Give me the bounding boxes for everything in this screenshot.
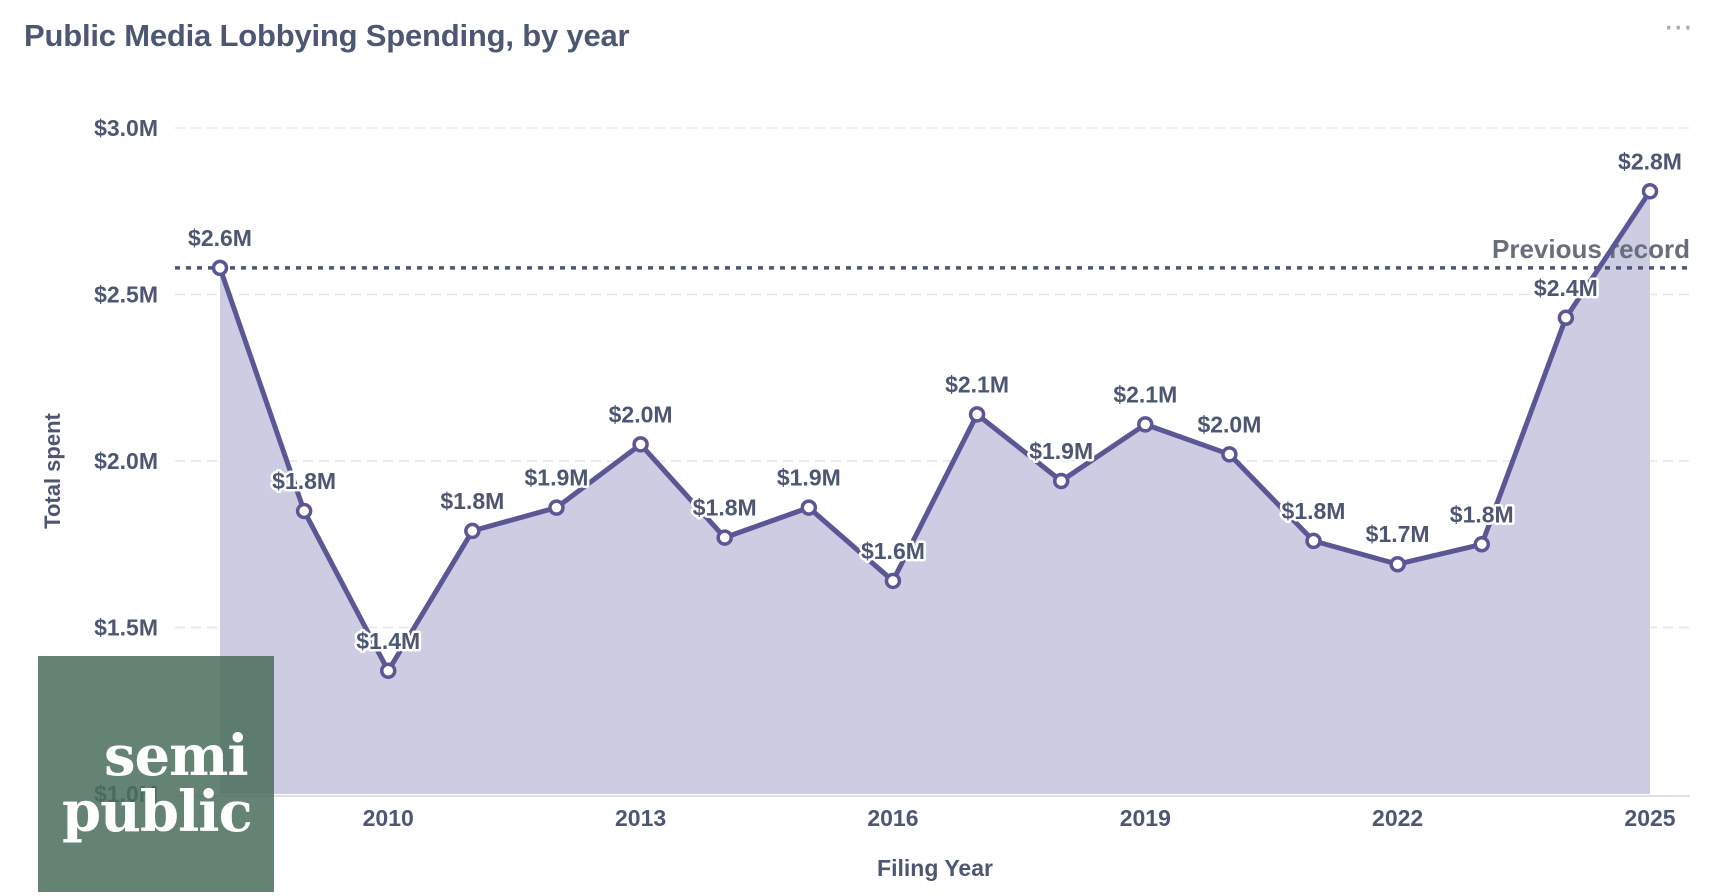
more-horizontal-icon[interactable]: ··· xyxy=(1664,11,1693,46)
data-point[interactable] xyxy=(379,662,397,680)
data-points: $2.6M $1.8M $1.4M $1.8M $1.9M $2.0M $1.8M $1.9M… xyxy=(186,146,1684,680)
data-point[interactable] xyxy=(968,406,986,423)
data-label: $2.0M xyxy=(1197,411,1261,437)
data-label: $1.6M xyxy=(861,538,925,564)
logo-text-line2: public xyxy=(62,779,253,845)
data-label: $1.8M xyxy=(272,468,336,494)
y-tick-label: $2.0M xyxy=(94,448,158,474)
y-tick-label: $2.5M xyxy=(94,282,158,308)
data-point[interactable] xyxy=(632,436,649,453)
data-point[interactable] xyxy=(1641,183,1659,200)
data-label: $1.8M xyxy=(693,495,757,521)
area-fill xyxy=(220,191,1650,795)
x-axis-ticks: 2010 2013 2016 2019 2022 2025 xyxy=(363,805,1676,831)
y-axis-title: Total spent xyxy=(40,412,65,528)
x-tick-label: 2010 xyxy=(363,805,414,831)
series-line-group xyxy=(217,188,1653,674)
data-point[interactable] xyxy=(1221,446,1238,463)
x-tick-label: 2019 xyxy=(1120,805,1171,831)
data-point[interactable] xyxy=(1305,532,1322,550)
data-point[interactable] xyxy=(211,259,229,277)
data-point[interactable] xyxy=(548,499,565,516)
reference-line-group: Previous record xyxy=(175,234,1690,270)
data-point[interactable] xyxy=(1137,416,1154,433)
x-tick-label: 2013 xyxy=(615,805,666,831)
y-tick-label: $3.0M xyxy=(94,115,158,141)
data-point[interactable] xyxy=(464,522,481,540)
series-area xyxy=(220,191,1650,795)
data-label: $2.1M xyxy=(945,371,1009,397)
data-label: $1.9M xyxy=(525,465,589,491)
data-point[interactable] xyxy=(1052,472,1070,490)
x-tick-label: 2025 xyxy=(1624,805,1675,831)
reference-line-label: Previous record xyxy=(1492,234,1690,264)
data-point[interactable] xyxy=(1557,309,1575,327)
data-label: $1.8M xyxy=(440,488,504,514)
data-label: $1.9M xyxy=(1029,438,1093,464)
data-point[interactable] xyxy=(884,572,902,590)
data-point[interactable] xyxy=(800,499,818,516)
data-label: $1.8M xyxy=(1450,501,1514,527)
data-label: $1.9M xyxy=(777,465,841,491)
logo-text-line1: semi xyxy=(104,723,249,789)
y-tick-label: $1.5M xyxy=(94,615,158,641)
data-label: $2.1M xyxy=(1113,381,1177,407)
data-label: $2.6M xyxy=(188,225,252,251)
x-tick-label: 2016 xyxy=(867,805,918,831)
data-label: $2.0M xyxy=(609,401,673,427)
x-axis-title: Filing Year xyxy=(877,855,993,881)
data-point[interactable] xyxy=(1473,536,1491,553)
series-line xyxy=(217,188,1653,674)
data-label: $2.8M xyxy=(1618,148,1682,174)
data-label: $1.8M xyxy=(1282,498,1346,524)
data-point[interactable] xyxy=(716,529,733,546)
data-point[interactable] xyxy=(1389,555,1406,573)
x-tick-label: 2022 xyxy=(1372,805,1423,831)
chart-title: Public Media Lobbying Spending, by year xyxy=(24,18,630,53)
data-label: $1.4M xyxy=(356,628,420,654)
data-label: $1.7M xyxy=(1366,521,1430,547)
data-label: $2.4M xyxy=(1534,275,1598,301)
data-point[interactable] xyxy=(295,502,313,520)
semipublic-logo: semi public xyxy=(38,656,274,892)
